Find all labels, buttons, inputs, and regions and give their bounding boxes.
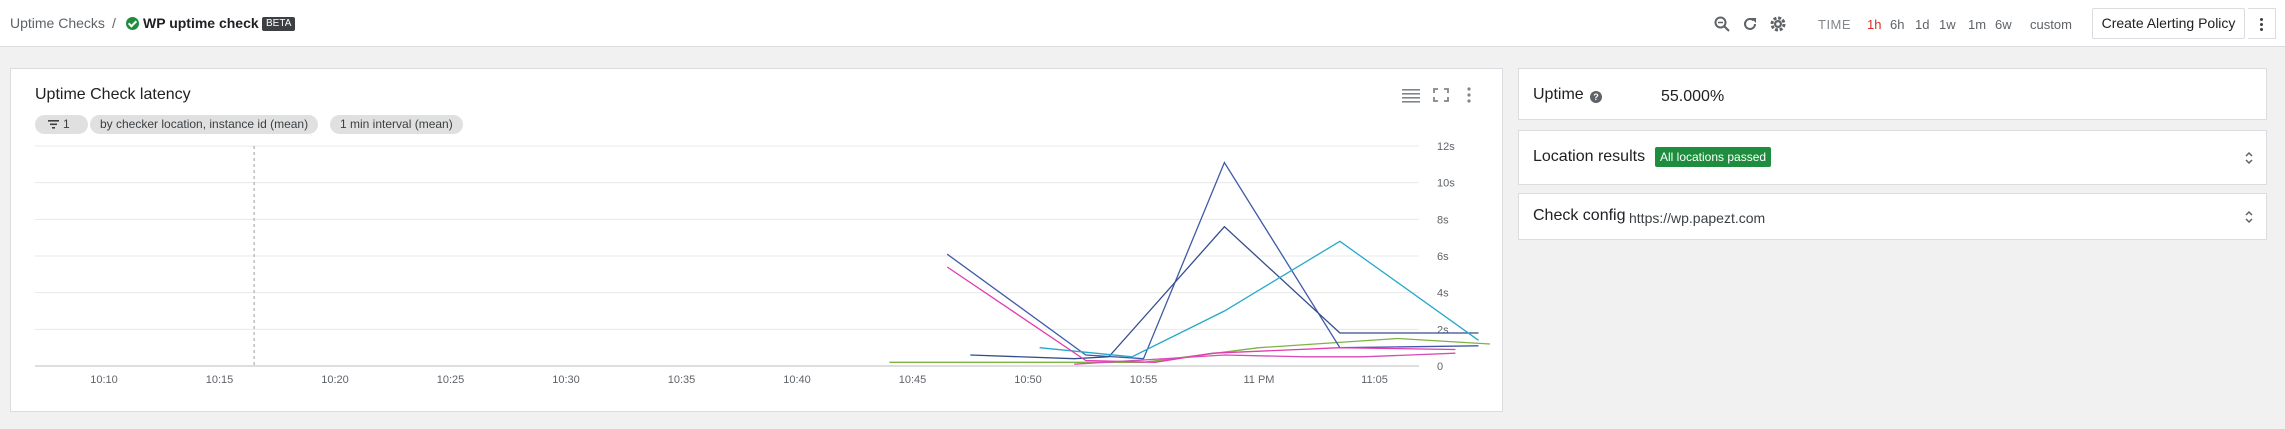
- x-tick-label: 10:50: [1014, 374, 1042, 386]
- more-options-button[interactable]: [2248, 8, 2276, 39]
- x-tick-label: 11 PM: [1244, 374, 1275, 386]
- x-tick-label: 10:30: [552, 374, 580, 386]
- uptime-label: Uptime: [1533, 86, 1584, 103]
- x-tick-label: 11:05: [1361, 374, 1388, 386]
- y-tick-label: 10s: [1437, 178, 1455, 190]
- chart-title: Uptime Check latency: [35, 86, 191, 103]
- y-tick-label: 2s: [1437, 324, 1449, 336]
- y-tick-label: 6s: [1437, 251, 1449, 263]
- range-1h[interactable]: 1h: [1867, 17, 1882, 32]
- y-tick-label: 12s: [1437, 141, 1455, 153]
- x-tick-label: 10:10: [90, 374, 118, 386]
- location-results-label: Location results: [1533, 148, 1646, 165]
- legend-icon[interactable]: [1401, 86, 1421, 104]
- time-label: TIME: [1818, 17, 1852, 32]
- check-passed-icon: [126, 17, 139, 30]
- filter-count: 1: [63, 117, 70, 131]
- x-tick-label: 10:55: [1130, 374, 1158, 386]
- y-tick-label: 0: [1437, 361, 1443, 373]
- more-vert-icon[interactable]: [1459, 86, 1479, 104]
- x-tick-label: 10:25: [437, 374, 465, 386]
- interval-chip[interactable]: 1 min interval (mean): [330, 115, 463, 134]
- series-line: [1039, 240, 1479, 358]
- zoom-icon[interactable]: [1713, 15, 1731, 33]
- breadcrumb-separator: /: [112, 15, 116, 31]
- x-tick-label: 10:35: [668, 374, 696, 386]
- series-line: [946, 161, 1479, 360]
- range-6w[interactable]: 6w: [1995, 17, 2012, 32]
- check-config-label: Check config: [1533, 207, 1626, 224]
- check-config-panel[interactable]: Check config https://wp.papezt.com: [1518, 193, 2267, 240]
- y-tick-label: 4s: [1437, 288, 1449, 300]
- refresh-icon[interactable]: [1741, 15, 1759, 33]
- y-tick-label: 8s: [1437, 214, 1449, 226]
- expand-icon[interactable]: [2244, 151, 2254, 165]
- latency-line-chart: 0 2s 4s 6s 8s 10s 12s 10:10 10:15 10:20 10:25 10:30…: [35, 141, 1491, 386]
- top-bar: Uptime Checks / WP uptime check BETA TIM…: [0, 0, 2285, 47]
- expand-icon[interactable]: [2244, 210, 2254, 224]
- series-line: [1074, 352, 1456, 365]
- uptime-value: 55.000%: [1661, 88, 1725, 105]
- range-1w[interactable]: 1w: [1939, 17, 1956, 32]
- series-line: [970, 225, 1479, 360]
- help-icon[interactable]: ?: [1590, 91, 1602, 103]
- filter-chip[interactable]: 1: [35, 115, 88, 134]
- uptime-panel: Uptime ? 55.000%: [1518, 68, 2267, 120]
- x-tick-label: 10:40: [783, 374, 811, 386]
- range-custom[interactable]: custom: [2030, 17, 2072, 32]
- x-tick-label: 10:15: [206, 374, 234, 386]
- range-6h[interactable]: 6h: [1890, 17, 1905, 32]
- breadcrumb-uptime-checks[interactable]: Uptime Checks: [10, 15, 105, 31]
- page-title: WP uptime check: [143, 15, 259, 31]
- location-results-panel[interactable]: Location results All locations passed: [1518, 130, 2267, 185]
- range-1d[interactable]: 1d: [1915, 17, 1930, 32]
- x-tick-label: 10:45: [899, 374, 927, 386]
- latency-chart-card: Uptime Check latency 1 by checker locati…: [10, 68, 1503, 412]
- range-1m[interactable]: 1m: [1968, 17, 1987, 32]
- settings-icon[interactable]: [1769, 15, 1787, 33]
- create-alerting-policy-button[interactable]: Create Alerting Policy: [2092, 8, 2245, 39]
- fullscreen-icon[interactable]: [1431, 86, 1451, 104]
- x-tick-label: 10:20: [321, 374, 349, 386]
- series-line: [946, 266, 1456, 363]
- check-url: https://wp.papezt.com: [1629, 210, 1766, 226]
- beta-badge: BETA: [262, 17, 296, 31]
- filter-icon: [48, 120, 59, 129]
- status-badge: All locations passed: [1655, 147, 1772, 167]
- series-line: [889, 337, 1491, 363]
- group-by-chip[interactable]: by checker location, instance id (mean): [90, 115, 319, 134]
